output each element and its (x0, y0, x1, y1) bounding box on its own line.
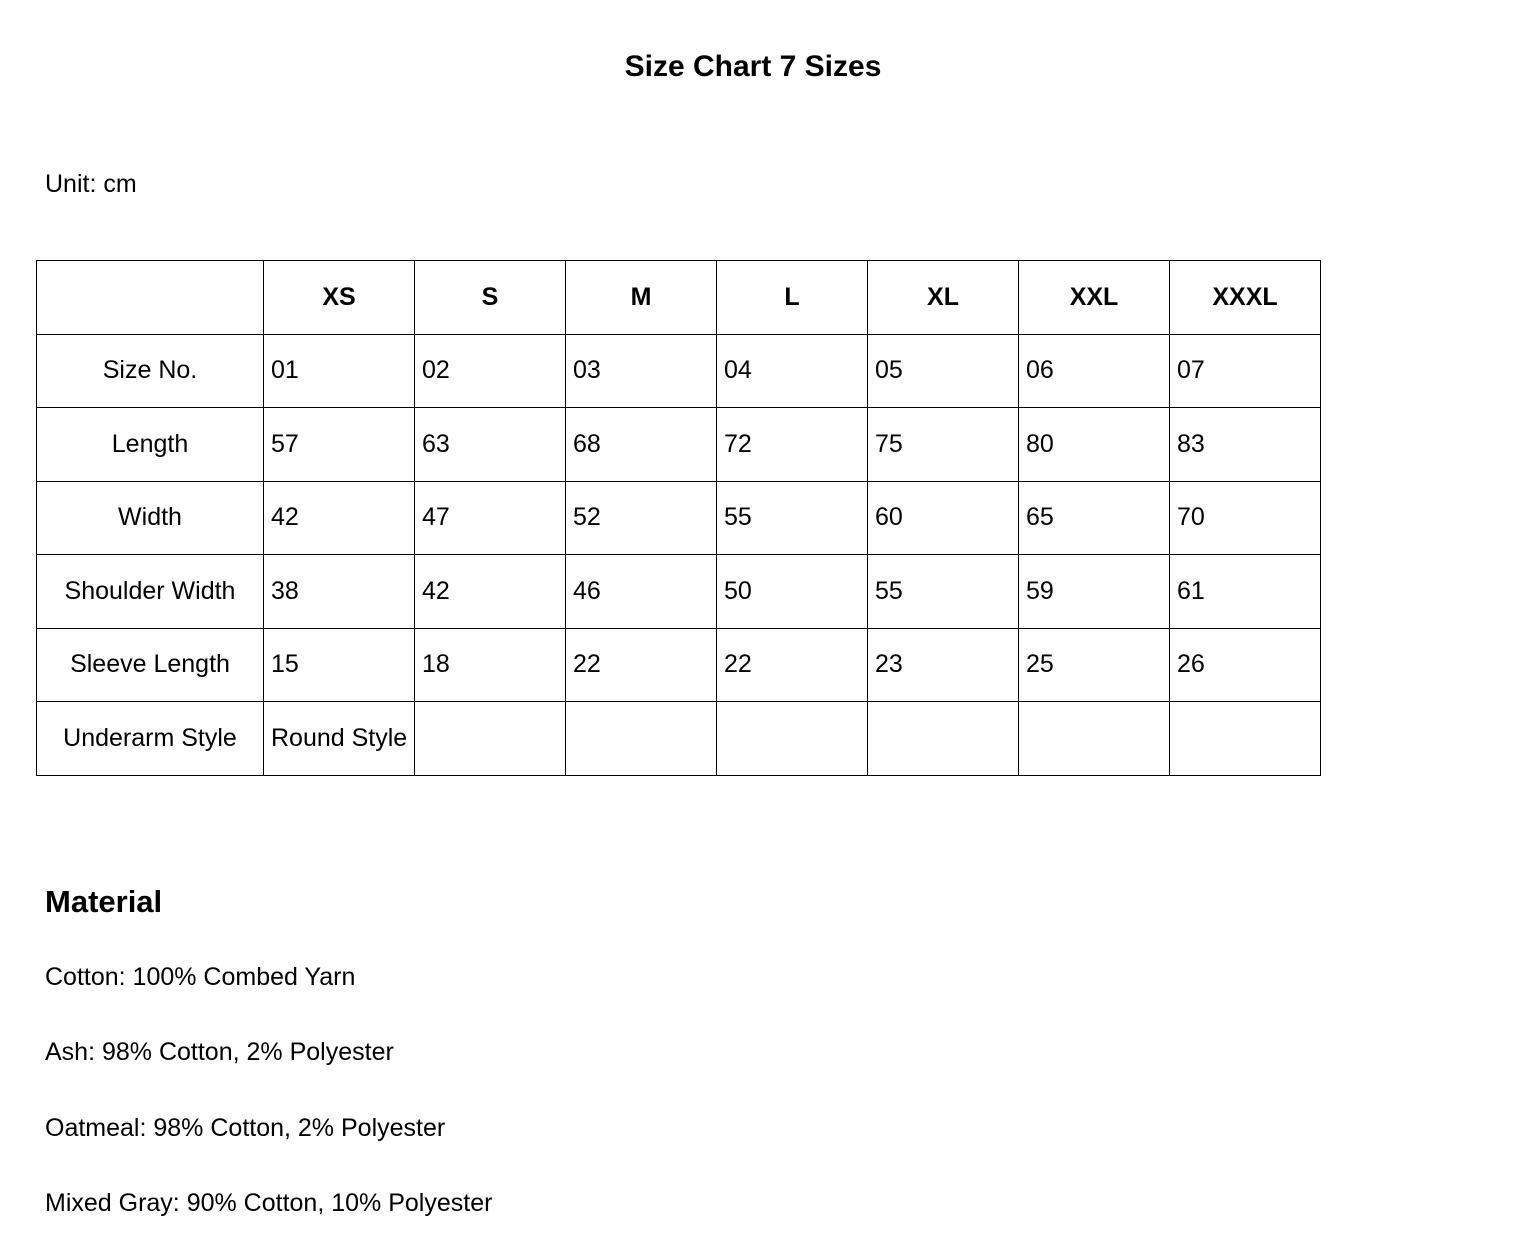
material-heading: Material (45, 884, 163, 919)
table-cell: 83 (1169, 407, 1321, 482)
table-row: Underarm Style Round Style (36, 701, 1321, 776)
column-header: XL (867, 260, 1019, 335)
table-cell: 42 (414, 554, 566, 629)
table-cell: 26 (1169, 627, 1321, 702)
table-cell: 15 (263, 627, 415, 702)
row-label: Length (36, 407, 264, 482)
table-cell: 68 (565, 407, 717, 482)
table-cell: 59 (1018, 554, 1170, 629)
table-cell (414, 701, 566, 776)
table-cell (1169, 701, 1321, 776)
table-cell: 23 (867, 627, 1019, 702)
unit-label: Unit: cm (45, 170, 137, 198)
table-cell: 18 (414, 627, 566, 702)
table-cell: 01 (263, 333, 415, 408)
table-cell: 63 (414, 407, 566, 482)
table-cell (565, 701, 717, 776)
table-row: Shoulder Width 38 42 46 50 55 59 61 (36, 554, 1321, 629)
table-cell (716, 701, 868, 776)
table-cell: 70 (1169, 480, 1321, 555)
table-cell: 05 (867, 333, 1019, 408)
row-label: Size No. (36, 333, 264, 408)
table-cell: 72 (716, 407, 868, 482)
table-cell: 50 (716, 554, 868, 629)
table-cell: 03 (565, 333, 717, 408)
table-cell: 22 (565, 627, 717, 702)
column-header: S (414, 260, 566, 335)
table-cell: 42 (263, 480, 415, 555)
row-label: Sleeve Length (36, 627, 264, 702)
table-cell: 52 (565, 480, 717, 555)
row-label: Width (36, 480, 264, 555)
table-cell: 55 (867, 554, 1019, 629)
table-cell: 22 (716, 627, 868, 702)
table-row: Length 57 63 68 72 75 80 83 (36, 407, 1321, 482)
table-cell: 46 (565, 554, 717, 629)
table-cell: Round Style (263, 701, 415, 776)
table-cell: 04 (716, 333, 868, 408)
table-cell: 60 (867, 480, 1019, 555)
size-chart-table: XS S M L XL XXL XXXL Size No. 01 02 03 04 05 06 07 Len… (36, 260, 1321, 776)
column-header: M (565, 260, 717, 335)
table-row: Width 42 47 52 55 60 65 70 (36, 480, 1321, 555)
table-cell: 57 (263, 407, 415, 482)
table-cell: 07 (1169, 333, 1321, 408)
table-cell: 61 (1169, 554, 1321, 629)
table-cell: 25 (1018, 627, 1170, 702)
table-cell (1018, 701, 1170, 776)
material-line: Cotton: 100% Combed Yarn (45, 963, 356, 991)
material-line: Ash: 98% Cotton, 2% Polyester (45, 1038, 394, 1066)
row-label: Shoulder Width (36, 554, 264, 629)
table-cell (867, 701, 1019, 776)
column-header (36, 260, 264, 335)
page-title: Size Chart 7 Sizes (624, 50, 882, 83)
column-header: XS (263, 260, 415, 335)
table-cell: 02 (414, 333, 566, 408)
table-cell: 75 (867, 407, 1019, 482)
table-cell: 65 (1018, 480, 1170, 555)
table-header-row: XS S M L XL XXL XXXL (36, 260, 1321, 335)
table-cell: 06 (1018, 333, 1170, 408)
table-cell: 55 (716, 480, 868, 555)
table-cell: 38 (263, 554, 415, 629)
table-cell: 80 (1018, 407, 1170, 482)
row-label: Underarm Style (36, 701, 264, 776)
material-line: Mixed Gray: 90% Cotton, 10% Polyester (45, 1189, 493, 1217)
table-row: Size No. 01 02 03 04 05 06 07 (36, 333, 1321, 408)
column-header: XXXL (1169, 260, 1321, 335)
material-line: Oatmeal: 98% Cotton, 2% Polyester (45, 1114, 446, 1142)
column-header: L (716, 260, 868, 335)
table-row: Sleeve Length 15 18 22 22 23 25 26 (36, 627, 1321, 702)
column-header: XXL (1018, 260, 1170, 335)
table-cell: 47 (414, 480, 566, 555)
